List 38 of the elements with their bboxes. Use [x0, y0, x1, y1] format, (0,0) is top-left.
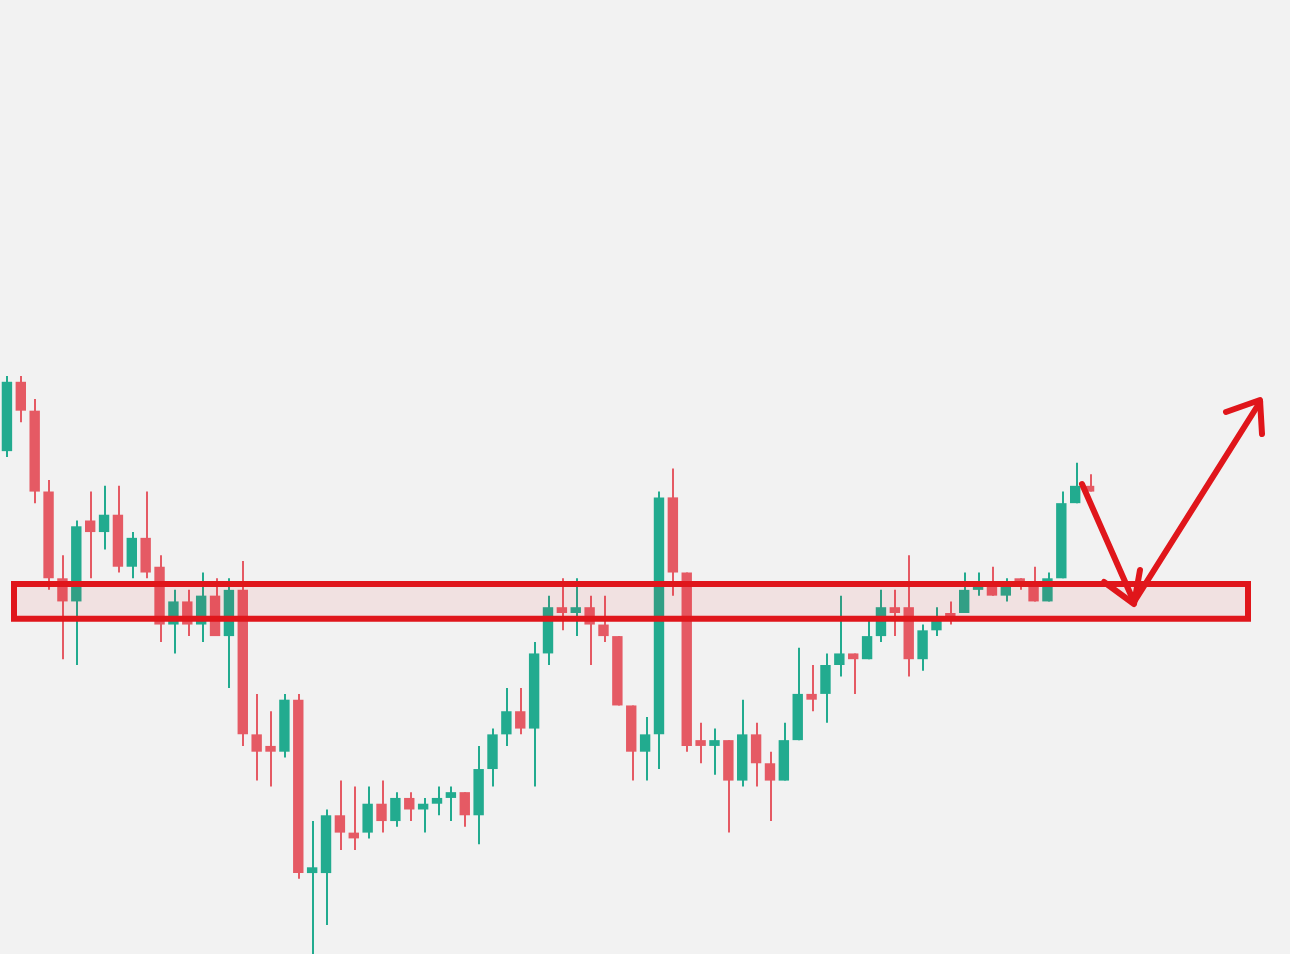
candlestick — [639, 716, 651, 782]
candlestick — [750, 721, 762, 788]
candlestick — [390, 791, 401, 828]
candlestick — [959, 571, 970, 614]
candlestick — [806, 664, 817, 713]
candlestick — [889, 588, 901, 638]
candlestick — [1069, 461, 1081, 505]
candlestick — [723, 739, 734, 834]
candlestick — [834, 594, 845, 678]
candlestick — [764, 750, 776, 823]
candlestick — [917, 623, 928, 672]
candlestick — [417, 796, 429, 834]
candlestick — [737, 698, 748, 788]
candlestick — [778, 721, 790, 782]
candlestick — [501, 687, 512, 747]
candlestick — [376, 779, 387, 834]
candlestick — [709, 727, 720, 776]
candlestick — [84, 490, 96, 580]
candlestick — [626, 704, 637, 782]
candlestick — [459, 791, 470, 828]
candlestick — [598, 594, 609, 643]
candlestick — [98, 484, 110, 551]
candlestick — [362, 785, 373, 840]
candlestick — [848, 652, 859, 695]
candlestick — [445, 785, 457, 823]
candlestick — [126, 531, 137, 580]
candlestick — [515, 687, 526, 736]
candlestick — [487, 727, 498, 788]
candlestick — [404, 791, 415, 823]
candlestick — [431, 785, 443, 817]
candlestick — [473, 744, 484, 846]
candlestick — [556, 577, 568, 632]
candlestick — [570, 577, 581, 638]
candlestick — [306, 820, 318, 954]
candlestick — [334, 779, 346, 851]
candlestick — [15, 375, 27, 424]
candlestick — [820, 652, 831, 724]
candlestick — [792, 646, 803, 742]
